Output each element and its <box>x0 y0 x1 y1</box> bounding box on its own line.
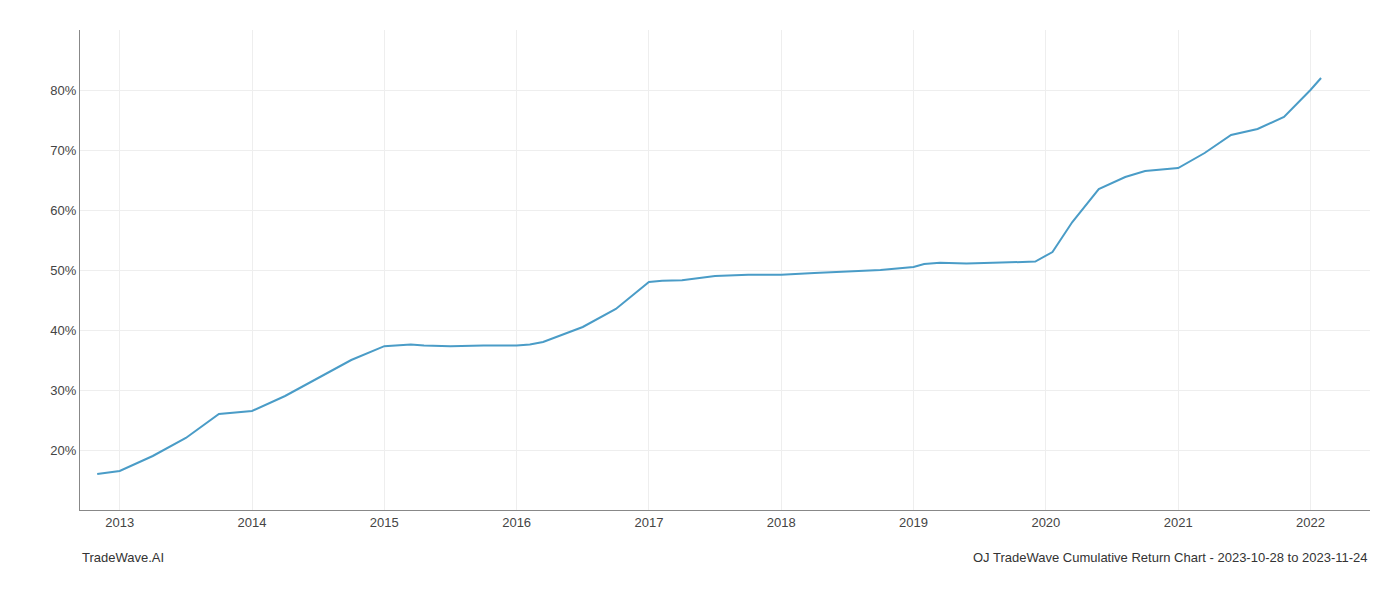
svg-text:OJ TradeWave Cumulative Return: OJ TradeWave Cumulative Return Chart - 2… <box>973 550 1368 565</box>
svg-text:2022: 2022 <box>1296 515 1325 530</box>
svg-text:40%: 40% <box>50 323 76 338</box>
svg-text:TradeWave.AI: TradeWave.AI <box>82 550 164 565</box>
svg-text:2020: 2020 <box>1031 515 1060 530</box>
svg-text:2016: 2016 <box>502 515 531 530</box>
svg-text:80%: 80% <box>50 83 76 98</box>
svg-text:2014: 2014 <box>238 515 267 530</box>
svg-text:2015: 2015 <box>370 515 399 530</box>
svg-text:2013: 2013 <box>105 515 134 530</box>
svg-text:2017: 2017 <box>634 515 663 530</box>
svg-text:20%: 20% <box>50 443 76 458</box>
svg-text:60%: 60% <box>50 203 76 218</box>
svg-text:30%: 30% <box>50 383 76 398</box>
svg-text:50%: 50% <box>50 263 76 278</box>
svg-text:70%: 70% <box>50 143 76 158</box>
svg-text:2019: 2019 <box>899 515 928 530</box>
svg-text:2021: 2021 <box>1164 515 1193 530</box>
svg-text:2018: 2018 <box>767 515 796 530</box>
